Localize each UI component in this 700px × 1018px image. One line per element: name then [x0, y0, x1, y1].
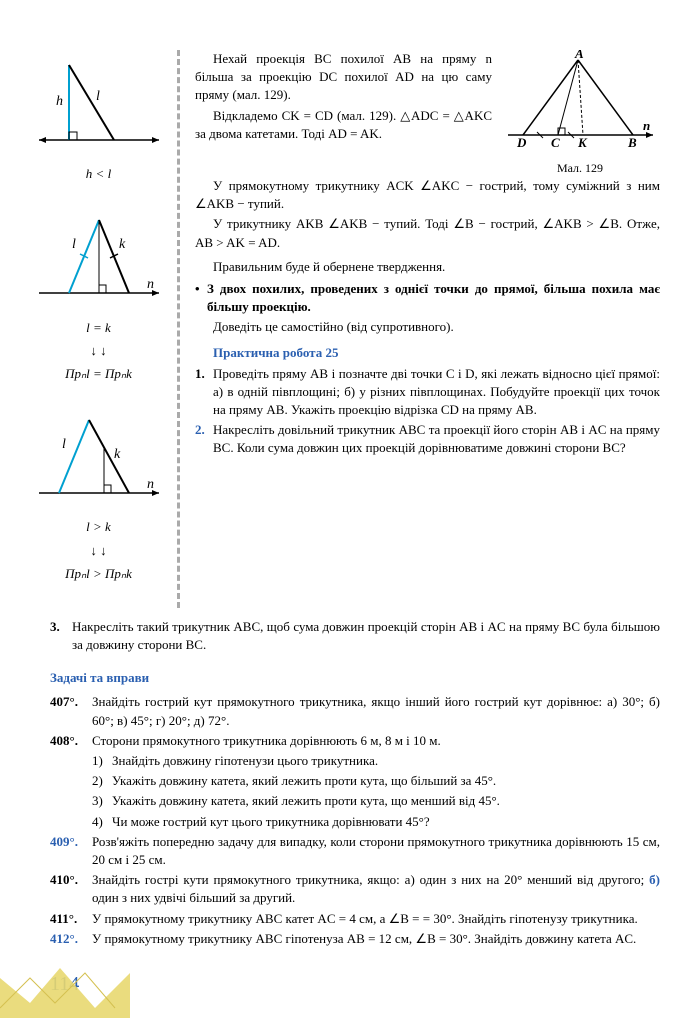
diagram-2: l k n l = k ↓ ↓ Прₙl = Прₙk [30, 208, 167, 383]
diagram-2-label2: ↓ ↓ [30, 342, 167, 360]
diagram-3: l k n l > k ↓ ↓ Прₙl > Прₙk [30, 408, 167, 583]
svg-text:B: B [627, 135, 637, 150]
left-diagram-column: h l h < l l k n [30, 50, 180, 608]
paragraph-6-bold: З двох похилих, проведених з однієї точк… [207, 280, 660, 316]
exercise-412: 412°. У прямокутному трикутнику ABC гіпо… [30, 930, 660, 948]
svg-text:h: h [56, 94, 63, 109]
exercises-list: 407°. Знайдіть гострий кут прямокутного … [30, 693, 660, 947]
paragraph-5: Правильним буде й обернене твердження. [195, 258, 660, 276]
exercises-title: Задачі та вправи [50, 669, 660, 687]
paragraph-3: У прямокутному трикутнику ACK ∠AKC − гос… [195, 177, 660, 213]
svg-text:n: n [643, 118, 650, 133]
exercise-408-sub1: 1) Знайдіть довжину гіпотенузи цього три… [30, 752, 660, 770]
exercise-411: 411°. У прямокутному трикутнику ABC кате… [30, 910, 660, 928]
svg-text:n: n [147, 277, 154, 292]
bullet-icon: • [195, 280, 207, 318]
svg-text:n: n [147, 477, 154, 492]
svg-text:k: k [114, 447, 121, 462]
svg-text:l: l [96, 89, 100, 104]
figure-129: A D C K B n Мал. 129 [500, 50, 660, 177]
diagram-2-label3: Прₙl = Прₙk [30, 365, 167, 383]
svg-text:K: K [577, 135, 588, 150]
exercise-408: 408°. Сторони прямокутного трикутника до… [30, 732, 660, 750]
svg-text:D: D [516, 135, 527, 150]
svg-text:l: l [62, 437, 66, 452]
exercise-407: 407°. Знайдіть гострий кут прямокутного … [30, 693, 660, 729]
exercise-408-sub3: 3) Укажіть довжину катета, який лежить п… [30, 792, 660, 810]
practical-item-3-full: 3. Накресліть такий трикутник ABC, щоб с… [30, 618, 660, 654]
figure-129-label: Мал. 129 [500, 160, 660, 177]
svg-text:A: A [574, 50, 584, 61]
main-text: Нехай проекція BC похилої AB на пряму n … [195, 50, 660, 608]
svg-text:C: C [551, 135, 560, 150]
practical-title: Практична робота 25 [195, 344, 660, 362]
paragraph-4: У трикутнику AKB ∠AKB − тупий. Тоді ∠B −… [195, 215, 660, 251]
exercise-408-sub4: 4) Чи може гострий кут цього трикутника … [30, 813, 660, 831]
page-decoration-icon [0, 958, 200, 1018]
paragraph-1: Нехай проекція BC похилої AB на пряму n … [195, 50, 492, 105]
diagram-1: h l h < l [30, 50, 167, 183]
diagram-3-label2: ↓ ↓ [30, 542, 167, 560]
diagram-1-label: h < l [30, 165, 167, 183]
practical-work: Практична робота 25 1. Проведіть пряму A… [195, 344, 660, 457]
svg-text:l: l [72, 237, 76, 252]
exercise-408-sub2: 2) Укажіть довжину катета, який лежить п… [30, 772, 660, 790]
exercise-410: 410°. Знайдіть гострі кути прямокутного … [30, 871, 660, 907]
exercise-409: 409°. Розв'яжіть попередню задачу для ви… [30, 833, 660, 869]
diagram-2-label1: l = k [30, 319, 167, 337]
paragraph-2: Відкладемо CK = CD (мал. 129). △ADC = △A… [195, 107, 492, 143]
practical-item-1: 1. Проведіть пряму AB і позначте дві точ… [195, 365, 660, 420]
diagram-3-label3: Прₙl > Прₙk [30, 565, 167, 583]
paragraph-7: Доведіть це самостійно (від супротивного… [195, 318, 660, 336]
svg-text:k: k [119, 237, 126, 252]
diagram-3-label1: l > k [30, 518, 167, 536]
practical-item-2: 2. Накресліть довільний трикутник ABC та… [195, 421, 660, 457]
